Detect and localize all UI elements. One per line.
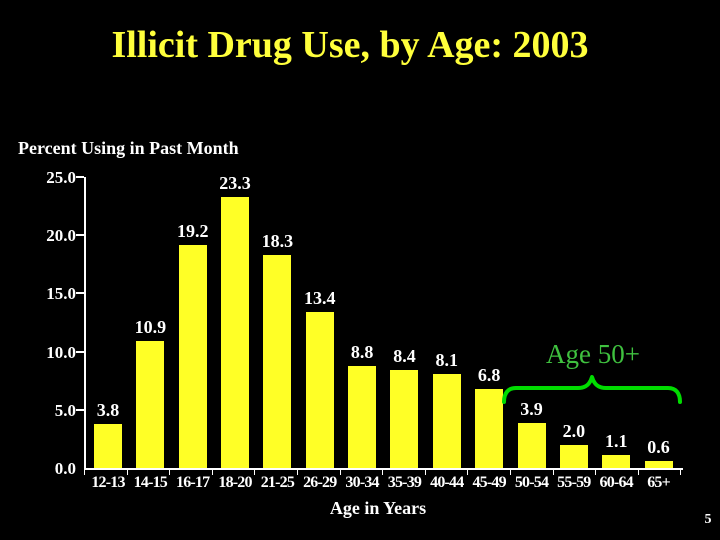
- bar: [178, 245, 207, 468]
- y-tick-label: 25.0: [46, 168, 76, 187]
- x-category-label: 14-15: [133, 474, 168, 491]
- y-tick-mark: [76, 234, 84, 237]
- y-axis-caption: Percent Using in Past Month: [18, 138, 239, 158]
- bar-value-label: 8.8: [350, 342, 374, 362]
- x-tick-mark: [637, 470, 639, 475]
- bar: [644, 461, 673, 468]
- page-number: 5: [704, 512, 712, 527]
- bar-value-label: 23.3: [219, 173, 251, 193]
- bar-value-label: 1.1: [604, 431, 628, 451]
- bar: [390, 370, 419, 468]
- x-tick-mark: [467, 470, 469, 475]
- bar: [221, 197, 250, 468]
- x-category-label: 40-44: [430, 474, 464, 491]
- x-category-label: 18-20: [218, 474, 252, 491]
- x-category-label: 35-39: [387, 474, 422, 491]
- bar-value-label: 8.4: [393, 346, 416, 366]
- x-tick-mark: [339, 470, 341, 475]
- bar: [559, 445, 588, 468]
- y-tick-mark: [76, 292, 84, 295]
- x-tick-mark: [510, 470, 511, 475]
- slide-title: Illicit Drug Use, by Age: 2003: [111, 24, 589, 66]
- x-axis-title: Age in Years: [329, 498, 427, 518]
- bar-value-label: 2.0: [562, 421, 586, 441]
- bar-value-label: 3.8: [96, 400, 120, 420]
- y-tick-mark: [76, 408, 84, 411]
- x-tick-mark: [552, 470, 554, 475]
- bar-value-label: 18.3: [261, 231, 294, 251]
- bar: [94, 424, 122, 468]
- x-category-label: 21-25: [260, 474, 295, 491]
- x-category-label: 30-34: [345, 474, 379, 491]
- x-category-label: 16-17: [176, 474, 210, 491]
- bar: [263, 255, 292, 468]
- age-50-plus-brace-icon: [502, 375, 682, 404]
- x-category-label: 50-54: [514, 474, 549, 491]
- y-tick-mark: [76, 350, 84, 353]
- bar: [348, 366, 377, 468]
- x-axis-line: [84, 468, 683, 470]
- x-tick-mark: [211, 470, 213, 475]
- bar: [602, 455, 631, 468]
- bar-value-label: 8.1: [435, 350, 459, 370]
- x-category-label: 60-64: [599, 474, 634, 491]
- y-axis-line: [84, 177, 86, 470]
- y-tick-label: 5.0: [54, 400, 76, 420]
- y-tick-label: 15.0: [46, 284, 76, 304]
- x-category-label: 12-13: [91, 474, 125, 491]
- x-tick-mark: [126, 470, 128, 475]
- y-tick-label: 10.0: [46, 342, 76, 362]
- x-tick-mark: [680, 470, 682, 475]
- x-tick-mark: [424, 470, 426, 475]
- bar-value-label: 10.9: [134, 317, 167, 337]
- bar-value-label: 0.6: [647, 437, 670, 457]
- x-category-label: 26-29: [303, 474, 337, 491]
- x-category-label: 55-59: [557, 474, 591, 491]
- bar-value-label: 19.2: [176, 221, 209, 241]
- x-tick-mark: [169, 470, 171, 475]
- y-tick-label: 20.0: [46, 226, 76, 246]
- bar: [517, 423, 546, 468]
- y-tick-label: 0.0: [54, 459, 76, 478]
- bar-value-label: 13.4: [304, 288, 336, 308]
- age-50-plus-label: Age 50+: [546, 339, 640, 369]
- bar: [136, 341, 165, 468]
- x-category-label: 45-49: [472, 474, 506, 491]
- x-category-label: 65+: [647, 474, 671, 491]
- bar-value-label: 3.9: [520, 399, 543, 419]
- x-tick-mark: [297, 470, 298, 475]
- x-tick-mark: [595, 470, 597, 475]
- x-tick-mark: [382, 470, 384, 475]
- x-tick-mark: [84, 470, 85, 475]
- bar: [475, 389, 504, 468]
- bar-value-label: 6.8: [477, 365, 501, 385]
- y-tick-mark: [76, 176, 84, 178]
- bar: [305, 312, 334, 468]
- x-tick-mark: [254, 470, 256, 475]
- bar: [432, 374, 461, 468]
